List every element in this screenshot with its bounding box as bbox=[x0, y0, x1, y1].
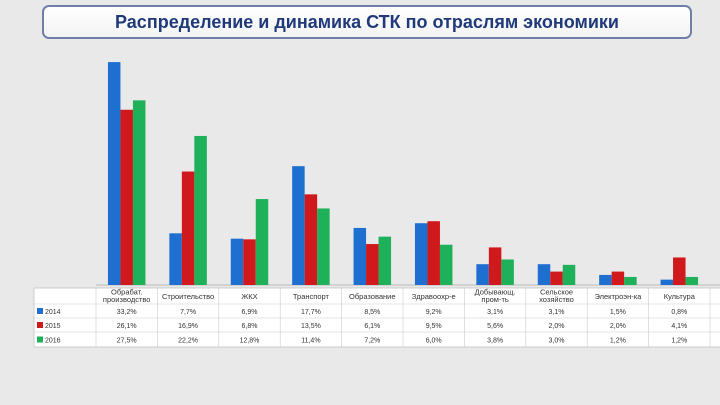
bar-2016-1 bbox=[132, 100, 146, 285]
legend-swatch-2014 bbox=[37, 308, 43, 314]
data-label: 1,5% bbox=[610, 309, 626, 316]
bar-2014-3 bbox=[230, 238, 244, 285]
bar-2016-9 bbox=[624, 276, 637, 285]
data-label: 6,0% bbox=[426, 338, 442, 345]
bar-2014-2 bbox=[169, 233, 182, 285]
legend-label-2016: 2016 bbox=[45, 338, 61, 345]
data-label: 4,1% bbox=[671, 323, 687, 330]
bar-2015-5 bbox=[366, 244, 379, 285]
data-label: 33,2% bbox=[117, 309, 137, 316]
data-label: 6,9% bbox=[242, 309, 258, 316]
category-label: Культура bbox=[664, 292, 696, 301]
bar-2014-5 bbox=[353, 227, 367, 285]
data-label: 9,2% bbox=[426, 309, 442, 316]
bar-2015-7 bbox=[488, 247, 502, 285]
data-label: 1,2% bbox=[610, 338, 626, 345]
bar-2015-6 bbox=[427, 221, 440, 285]
category-label: производство bbox=[103, 295, 151, 304]
bar-2016-10 bbox=[685, 276, 699, 285]
data-label: 16,9% bbox=[178, 323, 198, 330]
chart-title: Распределение и динамика СТК по отраслям… bbox=[115, 11, 619, 32]
data-label: 12,8% bbox=[240, 338, 260, 345]
data-label: 5,6% bbox=[487, 323, 503, 330]
bar-2014-4 bbox=[292, 166, 305, 285]
data-label: 27,5% bbox=[117, 338, 137, 345]
bar-2014-6 bbox=[414, 223, 428, 285]
legend-swatch-2016 bbox=[37, 336, 43, 343]
bar-2015-3 bbox=[243, 239, 256, 285]
category-label: ЖКХ bbox=[241, 292, 257, 301]
category-label: Образование bbox=[349, 292, 396, 301]
bar-2016-5 bbox=[378, 236, 392, 285]
bar-2016-6 bbox=[439, 244, 453, 285]
bar-2015-2 bbox=[181, 171, 195, 285]
data-label: 1,2% bbox=[671, 338, 687, 345]
data-label: 17,7% bbox=[301, 309, 321, 316]
category-label: Обрабат. bbox=[111, 288, 142, 297]
bar-2015-8 bbox=[550, 271, 563, 285]
data-label: 0,8% bbox=[671, 309, 687, 316]
bar-2016-2 bbox=[194, 135, 207, 285]
bar-2015-10 bbox=[673, 257, 686, 285]
category-label: пром-ть bbox=[481, 295, 508, 304]
data-label: 6,8% bbox=[242, 323, 258, 330]
category-label: Электроэн-ка bbox=[594, 292, 642, 301]
legend-label-2014: 2014 bbox=[45, 309, 61, 316]
data-label: 7,7% bbox=[180, 309, 196, 316]
category-label: Строительство bbox=[162, 292, 214, 301]
data-table-bg bbox=[33, 287, 720, 348]
data-label: 3,0% bbox=[549, 338, 565, 345]
data-label: 13,5% bbox=[301, 323, 321, 330]
bar-2015-9 bbox=[611, 271, 625, 285]
data-label: 7,2% bbox=[364, 338, 380, 345]
data-label: 2,0% bbox=[549, 323, 565, 330]
category-label: Сельское bbox=[540, 288, 573, 297]
data-label: 3,1% bbox=[487, 309, 503, 316]
bar-2016-3 bbox=[255, 199, 269, 285]
title-box: Распределение и динамика СТК по отраслям… bbox=[42, 5, 692, 39]
bar-2014-9 bbox=[599, 274, 612, 285]
legend-swatch-2015 bbox=[37, 322, 43, 328]
bar-2016-8 bbox=[562, 264, 576, 285]
bar-2014-10 bbox=[660, 279, 674, 285]
bar-2014-7 bbox=[476, 264, 489, 285]
bar-2016-4 bbox=[317, 208, 330, 285]
data-label: 3,1% bbox=[549, 309, 565, 316]
data-label: 9,5% bbox=[426, 323, 442, 330]
data-label: 22,2% bbox=[178, 338, 198, 345]
data-label: 2,0% bbox=[610, 323, 626, 330]
data-label: 26,1% bbox=[117, 323, 137, 330]
data-label: 8,5% bbox=[364, 309, 380, 316]
bar-2015-1 bbox=[120, 109, 133, 285]
bar-2016-7 bbox=[501, 259, 514, 285]
data-label: 11,4% bbox=[301, 338, 320, 345]
data-label: 6,1% bbox=[364, 323, 380, 330]
bar-2014-8 bbox=[537, 264, 551, 285]
bar-2014-1 bbox=[107, 62, 121, 286]
category-label: Транспорт bbox=[293, 292, 330, 301]
category-label: Здравоохр-е bbox=[412, 292, 456, 301]
bar-2015-4 bbox=[304, 194, 318, 285]
category-label: Добывающ. bbox=[475, 288, 516, 297]
legend-label-2015: 2015 bbox=[45, 323, 61, 330]
category-label: хозяйство bbox=[539, 295, 574, 304]
data-label: 3,8% bbox=[487, 338, 503, 345]
